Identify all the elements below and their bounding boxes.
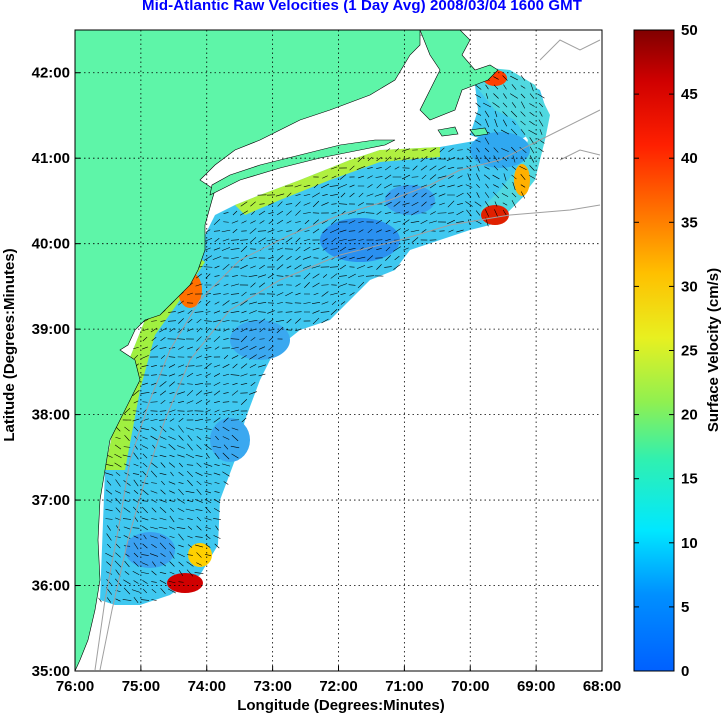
velocity-vectors xyxy=(98,75,545,604)
lon-tick-label: 71:00 xyxy=(385,678,423,695)
lon-tick-label: 73:00 xyxy=(253,678,291,695)
lon-tick-label: 69:00 xyxy=(517,678,555,695)
slow-core-2 xyxy=(385,185,435,215)
slow-core-3 xyxy=(230,320,290,360)
fast-band-north xyxy=(235,147,440,215)
colorbar-tick-label: 5 xyxy=(681,599,689,616)
land-mainland xyxy=(75,30,421,671)
grid-lines xyxy=(75,30,602,671)
lon-tick-label: 74:00 xyxy=(188,678,226,695)
colorbar-tick-label: 10 xyxy=(681,535,698,552)
slow-core-5 xyxy=(125,532,175,568)
lon-tick-label: 68:00 xyxy=(583,678,621,695)
coverage-northeast xyxy=(475,68,550,225)
lat-tick-label: 41:00 xyxy=(32,150,70,167)
slow-core-6 xyxy=(470,132,530,168)
map-title: Mid-Atlantic Raw Velocities (1 Day Avg) … xyxy=(142,0,582,14)
fast-spot-capehatteras xyxy=(167,573,203,593)
slow-core-4 xyxy=(210,418,250,462)
velocity-field xyxy=(100,68,550,605)
longitude-ticks: 76:00 75:00 74:00 73:00 72:00 71:00 70:00 69:00… xyxy=(56,666,621,695)
colorbar-tick-label: 30 xyxy=(681,278,698,295)
fast-band-coast xyxy=(105,255,205,470)
lon-tick-label: 76:00 xyxy=(56,678,94,695)
colorbar-tick-label: 20 xyxy=(681,407,698,424)
lat-tick-label: 39:00 xyxy=(32,321,70,338)
coverage-shelf xyxy=(100,70,548,605)
colorbar-label: Surface Velocity (cm/s) xyxy=(705,268,722,432)
colorbar-tick-label: 50 xyxy=(681,22,698,39)
fast-spot-nantucket xyxy=(481,205,509,225)
latitude-ticks: 35:00 36:00 37:00 38:00 39:00 40:00 41:00 42:00 xyxy=(32,65,80,680)
lat-tick-label: 42:00 xyxy=(32,65,70,82)
colorbar-tick-label: 35 xyxy=(681,214,698,231)
colorbar-tick-label: 45 xyxy=(681,86,698,103)
lat-tick-label: 37:00 xyxy=(32,492,70,509)
lon-tick-label: 70:00 xyxy=(451,678,489,695)
fast-spot-hatteras-n xyxy=(188,543,212,567)
x-axis-label: Longitude (Degrees:Minutes) xyxy=(237,697,445,714)
lat-tick-label: 35:00 xyxy=(32,663,70,680)
lat-tick-label: 36:00 xyxy=(32,578,70,595)
land-longisland xyxy=(209,139,396,196)
lon-tick-label: 72:00 xyxy=(319,678,357,695)
colorbar-tick-label: 40 xyxy=(681,150,698,167)
lat-tick-label: 38:00 xyxy=(32,407,70,424)
land-marthas-vineyard xyxy=(437,126,459,137)
lon-tick-label: 75:00 xyxy=(122,678,160,695)
land xyxy=(75,30,499,671)
colorbar-tick-label: 25 xyxy=(681,343,698,360)
land-nantucket xyxy=(469,127,489,137)
colorbar-ticks: 0 5 10 15 20 25 30 35 40 45 50 xyxy=(634,22,698,680)
colorbar xyxy=(633,29,675,672)
lat-tick-label: 40:00 xyxy=(32,236,70,253)
colorbar-tick-label: 15 xyxy=(681,471,698,488)
land-capecod xyxy=(419,30,499,121)
y-axis-label: Latitude (Degrees:Minutes) xyxy=(1,248,18,441)
fast-spot-shoals xyxy=(514,164,530,196)
colorbar-tick-label: 0 xyxy=(681,663,689,680)
